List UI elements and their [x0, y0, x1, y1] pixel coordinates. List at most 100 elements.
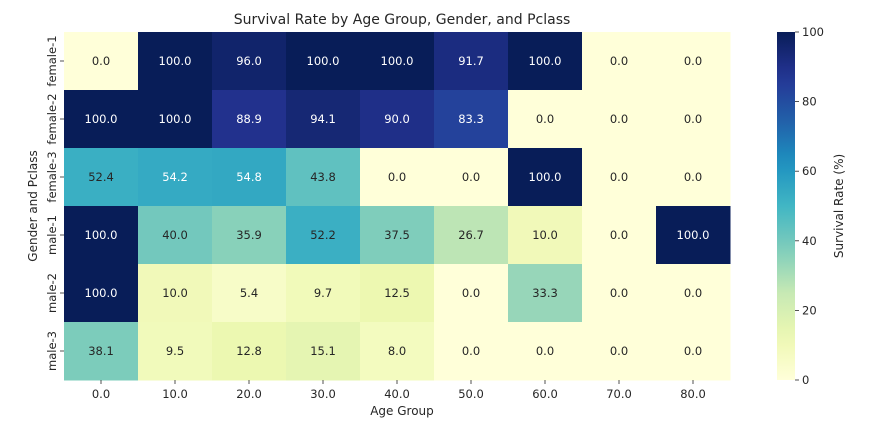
- cell-value-label: 88.9: [236, 112, 262, 126]
- cell-value-label: 10.0: [532, 228, 558, 242]
- cell-value-label: 0.0: [610, 54, 628, 68]
- heatmap-cell: [212, 206, 287, 265]
- cell-value-label: 0.0: [610, 170, 628, 184]
- cell-value-label: 52.4: [88, 170, 114, 184]
- cell-value-label: 100.0: [529, 170, 562, 184]
- colorbar-tick-label: 60: [802, 164, 817, 178]
- heatmap-cell: [508, 90, 583, 149]
- x-tick-label: 30.0: [310, 387, 336, 401]
- cell-value-label: 33.3: [532, 286, 558, 300]
- cell-value-label: 5.4: [240, 286, 258, 300]
- heatmap-cell: [138, 322, 213, 381]
- colorbar-tick-label: 80: [802, 95, 817, 109]
- cell-value-label: 0.0: [684, 54, 702, 68]
- cell-value-label: 52.2: [310, 228, 336, 242]
- cell-value-label: 12.8: [236, 344, 262, 358]
- heatmap-cell: [286, 264, 361, 323]
- cell-value-label: 0.0: [684, 170, 702, 184]
- heatmap-cell: [360, 32, 435, 91]
- y-tick-label: male-1: [45, 215, 59, 255]
- heatmap-cell: [582, 322, 657, 381]
- heatmap-cell: [138, 148, 213, 207]
- cell-value-label: 100.0: [159, 54, 192, 68]
- cell-value-label: 96.0: [236, 54, 262, 68]
- heatmap-cell: [64, 90, 139, 149]
- heatmap-cell: [212, 32, 287, 91]
- heatmap-cell: [582, 32, 657, 91]
- x-tick-label: 80.0: [680, 387, 706, 401]
- x-tick-label: 40.0: [384, 387, 410, 401]
- cell-value-label: 0.0: [388, 170, 406, 184]
- heatmap-cell: [138, 264, 213, 323]
- y-axis: female-1 female-2 female-3 male-1 male-2 male…: [45, 35, 64, 371]
- cell-value-label: 100.0: [85, 112, 118, 126]
- colorbar-ticks: 0 20 40 60 80 100: [795, 25, 824, 387]
- cell-value-label: 90.0: [384, 112, 410, 126]
- cell-value-label: 100.0: [529, 54, 562, 68]
- cell-value-label: 100.0: [159, 112, 192, 126]
- heatmap-cell: [138, 32, 213, 91]
- heatmap-cell: [360, 90, 435, 149]
- heatmap-cell: [656, 90, 731, 149]
- heatmap-cell: [508, 322, 583, 381]
- colorbar-gradient: [777, 32, 795, 380]
- cell-value-label: 54.2: [162, 170, 188, 184]
- y-axis-label: Gender and Pclass: [26, 150, 40, 261]
- x-axis-label: Age Group: [370, 404, 434, 418]
- heatmap-cell: [656, 32, 731, 91]
- heatmap-cell: [64, 148, 139, 207]
- heatmap-cell: [286, 206, 361, 265]
- heatmap-cell: [582, 264, 657, 323]
- heatmap-cell: [360, 322, 435, 381]
- cell-value-label: 94.1: [310, 112, 336, 126]
- cell-value-label: 100.0: [677, 228, 710, 242]
- heatmap-cell: [212, 264, 287, 323]
- heatmap-cell: [138, 90, 213, 149]
- cell-value-label: 0.0: [684, 286, 702, 300]
- y-tick-label: male-3: [45, 331, 59, 371]
- cell-value-label: 0.0: [610, 286, 628, 300]
- heatmap-cells: 0.0 100.0 96.0 100.0 100.0 91.7 100.0 0.0 0.0 100…: [64, 32, 731, 381]
- heatmap-cell: [434, 90, 509, 149]
- chart-title: Survival Rate by Age Group, Gender, and …: [234, 12, 571, 28]
- cell-value-label: 26.7: [458, 228, 484, 242]
- cell-value-label: 100.0: [85, 228, 118, 242]
- heatmap-cell: [138, 206, 213, 265]
- heatmap-cell: [212, 90, 287, 149]
- cell-value-label: 0.0: [684, 112, 702, 126]
- heatmap-cell: [508, 264, 583, 323]
- cell-value-label: 0.0: [92, 54, 110, 68]
- cell-value-label: 54.8: [236, 170, 262, 184]
- heatmap-cell: [582, 90, 657, 149]
- cell-value-label: 0.0: [462, 344, 480, 358]
- heatmap-cell: [656, 206, 731, 265]
- heatmap-cell: [508, 148, 583, 207]
- heatmap-cell: [64, 206, 139, 265]
- y-tick-label: female-1: [45, 35, 59, 86]
- heatmap-cell: [508, 32, 583, 91]
- cell-value-label: 15.1: [310, 344, 336, 358]
- heatmap-cell: [286, 148, 361, 207]
- x-tick-label: 70.0: [606, 387, 632, 401]
- heatmap-cell: [212, 148, 287, 207]
- x-tick-label: 0.0: [92, 387, 110, 401]
- heatmap-cell: [64, 264, 139, 323]
- cell-value-label: 35.9: [236, 228, 262, 242]
- heatmap-cell: [212, 322, 287, 381]
- cell-value-label: 91.7: [458, 54, 484, 68]
- cell-value-label: 0.0: [462, 170, 480, 184]
- heatmap-cell: [286, 90, 361, 149]
- heatmap-cell: [582, 148, 657, 207]
- y-tick-label: female-2: [45, 93, 59, 144]
- heatmap-cell: [360, 148, 435, 207]
- cell-value-label: 0.0: [536, 344, 554, 358]
- x-tick-label: 50.0: [458, 387, 484, 401]
- heatmap-cell: [360, 264, 435, 323]
- cell-value-label: 38.1: [88, 344, 114, 358]
- cell-value-label: 0.0: [462, 286, 480, 300]
- cell-value-label: 0.0: [536, 112, 554, 126]
- cell-value-label: 100.0: [85, 286, 118, 300]
- cell-value-label: 100.0: [307, 54, 340, 68]
- cell-value-label: 9.7: [314, 286, 332, 300]
- heatmap-cell: [64, 32, 139, 91]
